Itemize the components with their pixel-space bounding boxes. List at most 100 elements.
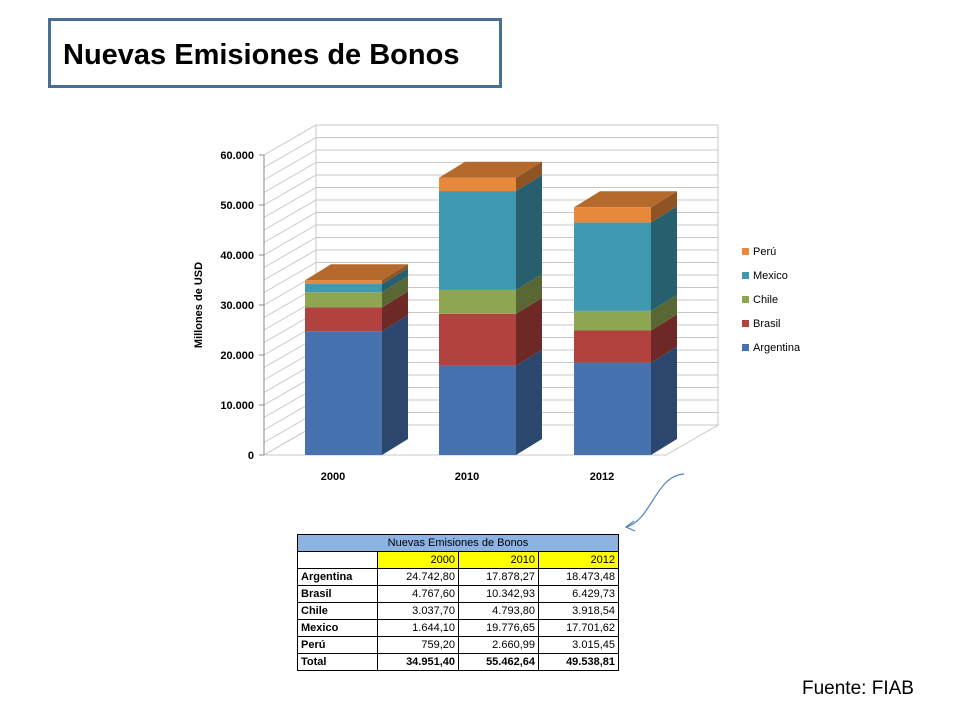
bar-segment-chile-2010	[439, 289, 516, 314]
slide-title-box: Nuevas Emisiones de Bonos	[48, 18, 502, 88]
table-row: 2000 2010 2012	[297, 551, 619, 569]
table-cell: 1.644,10	[377, 619, 459, 637]
table-row-label: Brasil	[297, 585, 378, 603]
gridline	[263, 149, 718, 181]
table-cell: 3.918,54	[538, 602, 619, 620]
bar-side-chile-2012	[651, 294, 677, 331]
bar-segment-argentina-2010	[439, 365, 516, 455]
x-tick-label: 2012	[590, 471, 614, 483]
table-cell: 10.342,93	[458, 585, 539, 603]
y-tick-label: 20.000	[220, 350, 254, 362]
bar-segment-brasil-2000	[305, 307, 382, 332]
bar-side-mexico-2012	[651, 206, 677, 311]
bar-segment-chile-2000	[305, 292, 382, 308]
bar-side-brasil-2010	[516, 297, 542, 366]
table-corner-cell	[297, 551, 378, 569]
bar-segment-argentina-2012	[574, 362, 651, 455]
bar-side-argentina-2010	[516, 349, 542, 455]
x-tick-label: 2010	[455, 471, 479, 483]
table-cell: 19.776,65	[458, 619, 539, 637]
table-cell: 3.037,70	[377, 602, 459, 620]
bar-segment-mexico-2010	[439, 191, 516, 290]
table-row: Brasil 4.767,60 10.342,93 6.429,73	[297, 585, 619, 603]
bond-emissions-table: Nuevas Emisiones de Bonos 2000 2010 2012 Arg…	[297, 534, 619, 671]
table-cell: 24.742,80	[377, 568, 459, 586]
bar-side-per-2012	[651, 191, 677, 223]
bar-side-argentina-2000	[382, 315, 408, 455]
y-tick-label: 40.000	[220, 250, 254, 262]
table-cell: 3.015,45	[538, 636, 619, 654]
y-axis-label: Millones de USD	[193, 262, 205, 348]
table-year-header: 2000	[377, 551, 459, 569]
table-cell: 49.538,81	[538, 653, 619, 671]
bar-top-2012	[574, 191, 677, 208]
table-cell: 18.473,48	[538, 568, 619, 586]
source-note: Fuente: FIAB	[802, 678, 914, 699]
bar-segment-argentina-2000	[305, 331, 382, 455]
table-row: Argentina 24.742,80 17.878,27 18.473,48	[297, 568, 619, 586]
curved-arrow-icon	[625, 473, 685, 528]
bar-segment-per-2012	[574, 207, 651, 223]
legend-label: Brasil	[753, 318, 781, 330]
bar-segment-chile-2012	[574, 310, 651, 331]
table-row: Chile 3.037,70 4.793,80 3.918,54	[297, 602, 619, 620]
table-row-label: Chile	[297, 602, 378, 620]
bar-segment-per-2010	[439, 177, 516, 192]
bar-segment-brasil-2010	[439, 313, 516, 366]
bar-top-2010	[439, 161, 542, 178]
bar-side-mexico-2000	[382, 268, 408, 293]
table-year-header: 2010	[458, 551, 539, 569]
arrowhead-icon	[624, 520, 636, 532]
y-tick-label: 30.000	[220, 300, 254, 312]
chart-bars	[305, 161, 677, 455]
bar-side-mexico-2010	[516, 175, 542, 290]
bar-segment-mexico-2000	[305, 284, 382, 293]
table-cell: 4.767,60	[377, 585, 459, 603]
table-caption: Nuevas Emisiones de Bonos	[297, 534, 619, 552]
x-tick-label: 2000	[321, 471, 345, 483]
bar-top-2000	[305, 264, 408, 281]
table-row-label: Perú	[297, 636, 378, 654]
data-table-container: Nuevas Emisiones de Bonos 2000 2010 2012 Arg…	[297, 534, 619, 671]
chart-axes: 0 10.000 20.000 30.000 40.000 50.000 60.000 200…	[220, 150, 614, 483]
bar-side-brasil-2000	[382, 291, 408, 332]
bar-side-chile-2000	[382, 276, 408, 308]
table-year-header: 2012	[538, 551, 619, 569]
bar-side-brasil-2012	[651, 314, 677, 363]
legend-swatch	[742, 248, 749, 255]
table-cell: 759,20	[377, 636, 459, 654]
gridline	[263, 137, 718, 168]
bar-side-per-2000	[382, 264, 408, 285]
y-tick-label: 50.000	[220, 200, 254, 212]
table-row: Total 34.951,40 55.462,64 49.538,81	[297, 653, 619, 671]
table-cell: 55.462,64	[458, 653, 539, 671]
table-cell: 34.951,40	[377, 653, 459, 671]
gridline	[263, 174, 718, 206]
gridline	[263, 162, 718, 193]
bar-side-per-2010	[516, 161, 542, 192]
gridline	[263, 124, 718, 156]
gridline	[263, 199, 718, 231]
table-cell: 17.878,27	[458, 568, 539, 586]
legend-swatch	[742, 272, 749, 279]
legend-label: Chile	[753, 294, 778, 306]
bar-segment-brasil-2012	[574, 330, 651, 363]
y-tick-label: 60.000	[220, 150, 254, 162]
legend-swatch	[742, 344, 749, 351]
legend-swatch	[742, 320, 749, 327]
table-cell: 2.660,99	[458, 636, 539, 654]
legend-label: Mexico	[753, 270, 788, 282]
y-tick-label: 0	[248, 450, 254, 462]
bar-segment-mexico-2012	[574, 222, 651, 311]
table-row: Mexico 1.644,10 19.776,65 17.701,62	[297, 619, 619, 637]
table-row-label: Total	[297, 653, 378, 671]
bar-side-chile-2010	[516, 273, 542, 314]
table-cell: 6.429,73	[538, 585, 619, 603]
table-row-label: Argentina	[297, 568, 378, 586]
bar-side-argentina-2012	[651, 346, 677, 455]
gridline	[263, 187, 718, 218]
y-tick-label: 10.000	[220, 400, 254, 412]
slide-title: Nuevas Emisiones de Bonos	[63, 39, 460, 71]
table-cell: 17.701,62	[538, 619, 619, 637]
